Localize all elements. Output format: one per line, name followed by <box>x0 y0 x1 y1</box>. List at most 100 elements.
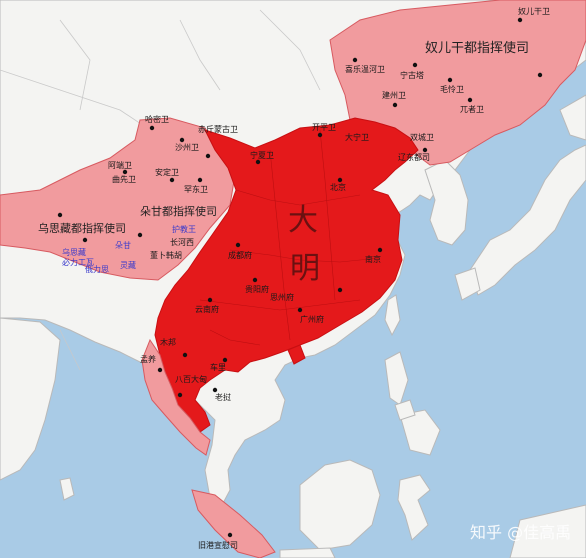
city-label: 老挝 <box>215 392 231 402</box>
city-marker-icon <box>317 132 323 138</box>
sri-lanka <box>59 477 75 501</box>
city-label: 贵阳府 <box>245 284 269 294</box>
city-label: 双城卫 <box>410 133 434 142</box>
blue-label: 护教王 <box>172 224 196 234</box>
city-label: 车里 <box>210 362 226 372</box>
watermark: 知乎 @佳高禹 <box>470 523 571 542</box>
philippines-mid <box>394 399 416 421</box>
city-marker-icon <box>252 277 258 283</box>
new-guinea-edge <box>509 504 586 558</box>
nurgan-label: 奴儿干都指挥使司 <box>425 40 529 56</box>
city-marker-icon <box>227 532 233 538</box>
city-marker-icon <box>177 392 183 398</box>
city-marker-icon <box>82 237 88 243</box>
city-label: 旧港宣慰司 <box>198 540 238 550</box>
blue-label: 必力工瓦 <box>62 257 94 267</box>
city-marker-icon <box>149 125 155 131</box>
city-label: 长河西 <box>170 237 194 247</box>
city-marker-icon <box>235 242 241 248</box>
city-label: 罕东卫 <box>184 184 208 194</box>
japan-landmass <box>469 144 586 296</box>
city-marker-icon <box>537 72 543 78</box>
usizang-label: 乌思藏都指挥使司 <box>38 221 126 235</box>
blue-label: 乌思藏 <box>62 247 86 257</box>
city-label: 大宁卫 <box>345 132 369 142</box>
taiwan <box>384 294 401 337</box>
city-label: 赤斤蒙古卫 <box>198 124 238 134</box>
city-markers <box>57 17 543 538</box>
city-label: 木邦 <box>160 337 176 347</box>
nurgan-wei-label: 奴儿干卫 <box>518 6 550 16</box>
city-marker-icon <box>467 97 473 103</box>
city-marker-icon <box>222 357 228 363</box>
city-labels: 哈密卫 沙州卫 赤斤蒙古卫 安定卫 阿端卫 曲先卫 罕东卫 宁夏卫 开平卫 大宁… <box>108 64 484 550</box>
city-label: 宁夏卫 <box>250 150 274 160</box>
blue-label: 朵甘 <box>115 240 131 250</box>
city-label: 辽东都司 <box>398 152 430 162</box>
borneo <box>299 459 381 551</box>
city-label: 喜乐温河卫 <box>345 64 385 74</box>
city-label: 安定卫 <box>155 167 179 177</box>
city-label: 成都府 <box>228 250 252 260</box>
city-marker-icon <box>207 297 213 303</box>
city-marker-icon <box>297 307 303 313</box>
city-marker-icon <box>137 232 143 238</box>
city-label: 毛怜卫 <box>440 84 464 94</box>
city-marker-icon <box>377 247 383 253</box>
sumatra-frontier <box>191 489 276 558</box>
blue-label: 灵藏 <box>120 260 136 270</box>
city-marker-icon <box>205 153 211 159</box>
city-label: 宁古塔 <box>400 70 424 80</box>
western-frontier-region <box>0 117 236 281</box>
city-marker-icon <box>179 137 185 143</box>
city-marker-icon <box>57 212 63 218</box>
city-marker-icon <box>412 62 418 68</box>
city-marker-icon <box>157 367 163 373</box>
city-marker-icon <box>122 169 128 175</box>
dosgam-label: 朵甘都指挥使司 <box>140 204 217 218</box>
city-label: 兀者卫 <box>460 105 484 114</box>
city-label: 开平卫 <box>312 123 336 132</box>
philippines-south <box>399 409 441 456</box>
city-label: 哈密卫 <box>145 114 169 124</box>
blue-labels: 乌思藏 必力工瓦 朵甘 俄力思 灵藏 护教王 <box>62 224 196 274</box>
india-landmass <box>0 317 61 481</box>
city-marker-icon <box>392 102 398 108</box>
city-label: 孟养 <box>140 354 156 364</box>
java <box>279 547 336 558</box>
city-label: 曲先卫 <box>112 174 136 184</box>
city-marker-icon <box>422 147 428 153</box>
city-label: 董卜韩胡 <box>150 250 182 260</box>
city-marker-icon <box>352 57 358 63</box>
city-label: 沙州卫 <box>175 143 199 152</box>
city-marker-icon <box>169 177 175 183</box>
ming-label-2: 明 <box>290 251 320 286</box>
city-label: 北京 <box>330 182 346 192</box>
city-label: 思州府 <box>270 292 294 302</box>
philippines-luzon <box>384 351 409 406</box>
city-marker-icon <box>255 159 261 165</box>
sulawesi <box>397 474 431 541</box>
city-marker-icon <box>517 17 523 23</box>
kyushu <box>454 267 481 301</box>
city-marker-icon <box>197 177 203 183</box>
city-label: 南京 <box>365 254 381 264</box>
country-borders <box>0 9 321 371</box>
korea-landmass <box>424 159 469 246</box>
city-marker-icon <box>182 352 188 358</box>
province-borders <box>199 129 381 346</box>
city-label: 建州卫 <box>382 90 406 100</box>
hainan <box>287 344 306 365</box>
city-marker-icon <box>447 77 453 83</box>
city-marker-icon <box>337 177 343 183</box>
city-label: 广州府 <box>300 314 324 324</box>
ming-label-1: 大 <box>288 203 318 238</box>
hokkaido <box>559 94 586 141</box>
city-label: 阿端卫 <box>108 160 132 170</box>
blue-label: 俄力思 <box>85 264 109 274</box>
city-label: 云南府 <box>195 304 219 314</box>
city-label: 八百大甸 <box>175 374 207 384</box>
city-marker-icon <box>212 387 218 393</box>
